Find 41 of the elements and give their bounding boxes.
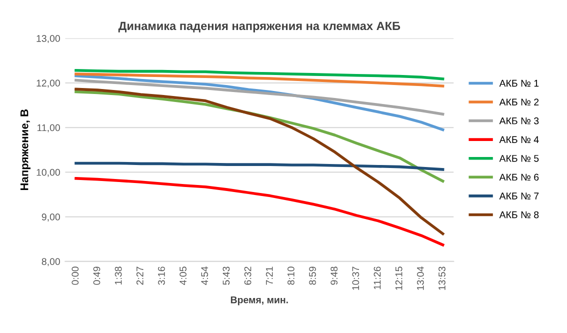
y-tick-label: 9,00 (42, 214, 60, 222)
line-series (74, 78, 444, 116)
legend-label: АКБ № 3 (499, 117, 539, 124)
line-series (74, 72, 444, 88)
y-tick-label: 13,00 (36, 35, 60, 44)
y-tick-label: 12,00 (36, 80, 60, 88)
x-axis-title: Время, мин. (230, 296, 288, 306)
legend-label: АКБ № 5 (499, 155, 539, 162)
legend-label: АКБ № 1 (499, 80, 539, 87)
chart-title: Динамика падения напряжения на клеммах АКБ (118, 22, 400, 32)
line-series (74, 69, 444, 80)
line-series (74, 88, 444, 236)
y-axis-title: Напряжение, В (20, 109, 30, 190)
y-tick-label: 11,00 (37, 124, 60, 132)
x-tick-label: 1:38 (114, 266, 122, 284)
legend-label: АКБ № 4 (499, 136, 539, 143)
x-tick-label: 4:54 (201, 266, 208, 285)
legend-label: АКБ № 2 (499, 98, 539, 106)
legend-label: АКБ № 6 (499, 174, 539, 181)
x-tick-label: 6:32 (244, 266, 252, 285)
x-tick-label: 3:16 (158, 266, 165, 285)
x-tick-label: 0:00 (72, 266, 79, 285)
x-tick-label: 0:49 (93, 266, 100, 285)
x-tick-label: 8:10 (287, 266, 294, 285)
x-tick-label: 5:43 (222, 266, 230, 285)
line-series (74, 162, 444, 171)
x-tick-label: 10:37 (352, 266, 360, 290)
x-tick-label: 4:05 (180, 266, 186, 285)
x-tick-label: 13:04 (416, 266, 424, 290)
x-tick-label: 2:27 (136, 266, 144, 285)
x-tick-label: 9:48 (330, 266, 338, 285)
x-tick-label: 8:59 (309, 266, 316, 285)
x-tick-label: 12:15 (395, 266, 402, 290)
x-tick-label: 7:21 (266, 266, 273, 285)
x-tick-label: 11:26 (374, 266, 381, 290)
legend-label: АКБ № 8 (499, 211, 539, 218)
y-tick-label: 10,00 (36, 168, 60, 177)
y-tick-label: 8,00 (42, 258, 60, 266)
x-tick-label: 13:53 (438, 266, 446, 290)
legend-label: АКБ № 7 (499, 192, 539, 200)
line-series (74, 177, 444, 246)
